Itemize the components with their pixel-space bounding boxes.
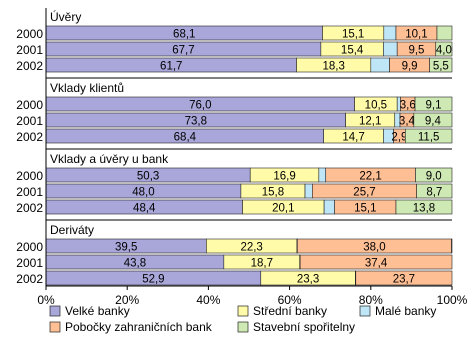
year-label: 2002	[16, 59, 43, 73]
legend-swatch	[237, 321, 249, 333]
bar-segment	[436, 25, 453, 41]
legend-swatch	[49, 305, 61, 317]
segment-label: 15,8	[262, 187, 284, 199]
segment-label: 9,5	[408, 45, 424, 57]
segment-label: 15,1	[342, 29, 364, 41]
segment-label: 73,8	[185, 116, 207, 128]
bar-segment	[299, 254, 453, 270]
x-tick-label: 20%	[115, 293, 139, 307]
legend-swatch	[237, 305, 249, 317]
segment-label: 20,1	[272, 203, 294, 215]
segment-label: 9,0	[426, 171, 442, 183]
year-label: 2000	[16, 169, 43, 183]
x-tick-label: 40%	[196, 293, 220, 307]
segment-label: 22,3	[240, 242, 262, 254]
group-title: Úvěry	[50, 9, 81, 24]
segment-label: 9,1	[426, 100, 442, 112]
segment-label: 8,7	[426, 187, 442, 199]
segment-label: 68,1	[173, 29, 195, 41]
segment-label: 48,0	[132, 187, 154, 199]
segment-label: 18,7	[251, 258, 273, 270]
legend-label: Velké banky	[65, 304, 130, 318]
segment-label: 15,1	[354, 203, 376, 215]
bar-segment	[415, 167, 453, 183]
bar-segment	[405, 128, 453, 144]
bar-segment	[318, 167, 327, 183]
segment-label: 15,4	[341, 45, 364, 57]
bar-segment	[414, 96, 453, 112]
bar-segment	[435, 41, 453, 57]
group-title: Deriváty	[50, 223, 94, 237]
year-label: 2002	[16, 272, 43, 286]
segment-label: 25,7	[353, 187, 375, 199]
segment-label: 39,5	[115, 242, 137, 254]
x-tick-label: 0%	[37, 293, 55, 307]
year-label: 2002	[16, 130, 43, 144]
segment-label: 16,9	[273, 171, 295, 183]
legend-swatch	[359, 305, 371, 317]
legend-swatch	[49, 321, 61, 333]
year-label: 2001	[16, 43, 43, 57]
group-title: Vklady klientů	[50, 81, 124, 95]
segment-label: 10,1	[405, 29, 427, 41]
bar-segment	[355, 270, 453, 286]
segment-label: 43,8	[124, 258, 146, 270]
year-label: 2001	[16, 256, 43, 270]
legend-label: Pobočky zahraničních bank	[65, 320, 213, 334]
legend-label: Stavební spořitelny	[253, 320, 355, 334]
segment-label: 52,9	[142, 274, 164, 286]
year-label: 2000	[16, 98, 43, 112]
x-tick-label: 60%	[278, 293, 302, 307]
segment-label: 50,3	[137, 171, 159, 183]
bar-segment	[429, 57, 453, 73]
segment-label: 12,1	[359, 116, 381, 128]
year-label: 2000	[16, 240, 43, 254]
segment-label: 10,5	[365, 100, 387, 112]
year-label: 2000	[16, 27, 43, 41]
segment-label: 11,5	[418, 132, 440, 144]
segment-label: 3,4	[399, 116, 416, 128]
year-label: 2001	[16, 114, 43, 128]
legend-label: Malé banky	[375, 304, 436, 318]
bar-segment	[370, 57, 390, 73]
segment-label: 37,4	[365, 258, 388, 270]
year-label: 2001	[16, 185, 43, 199]
bar-segment	[416, 183, 453, 199]
legend-label: Střední banky	[253, 304, 327, 318]
segment-label: 76,0	[189, 100, 211, 112]
segment-label: 61,7	[160, 61, 182, 73]
bar-segment	[413, 112, 453, 128]
segment-label: 9,4	[425, 116, 442, 128]
bar-segment	[304, 183, 313, 199]
segment-label: 3,6	[400, 100, 416, 112]
segment-label: 23,3	[297, 274, 319, 286]
segment-label: 18,3	[322, 61, 344, 73]
segment-label: 2,9	[391, 132, 407, 144]
segment-label: 22,1	[359, 171, 381, 183]
segment-label: 48,4	[133, 203, 156, 215]
segment-label: 5,5	[433, 61, 449, 73]
bar-segment	[323, 199, 335, 215]
segment-label: 4,0	[436, 45, 452, 57]
bar-segment	[395, 199, 453, 215]
bar-segment	[383, 41, 398, 57]
segment-label: 68,4	[174, 132, 197, 144]
segment-label: 13,8	[413, 203, 435, 215]
segment-label: 14,7	[342, 132, 364, 144]
x-tick-label: 100%	[437, 293, 468, 307]
segment-label: 23,7	[393, 274, 415, 286]
bar-segment	[383, 25, 397, 41]
group-title: Vklady a úvěry u bank	[50, 152, 169, 166]
x-tick-label: 80%	[359, 293, 383, 307]
year-label: 2002	[16, 201, 43, 215]
segment-label: 9,9	[402, 61, 418, 73]
segment-label: 67,7	[172, 45, 194, 57]
segment-label: 38,0	[363, 242, 385, 254]
